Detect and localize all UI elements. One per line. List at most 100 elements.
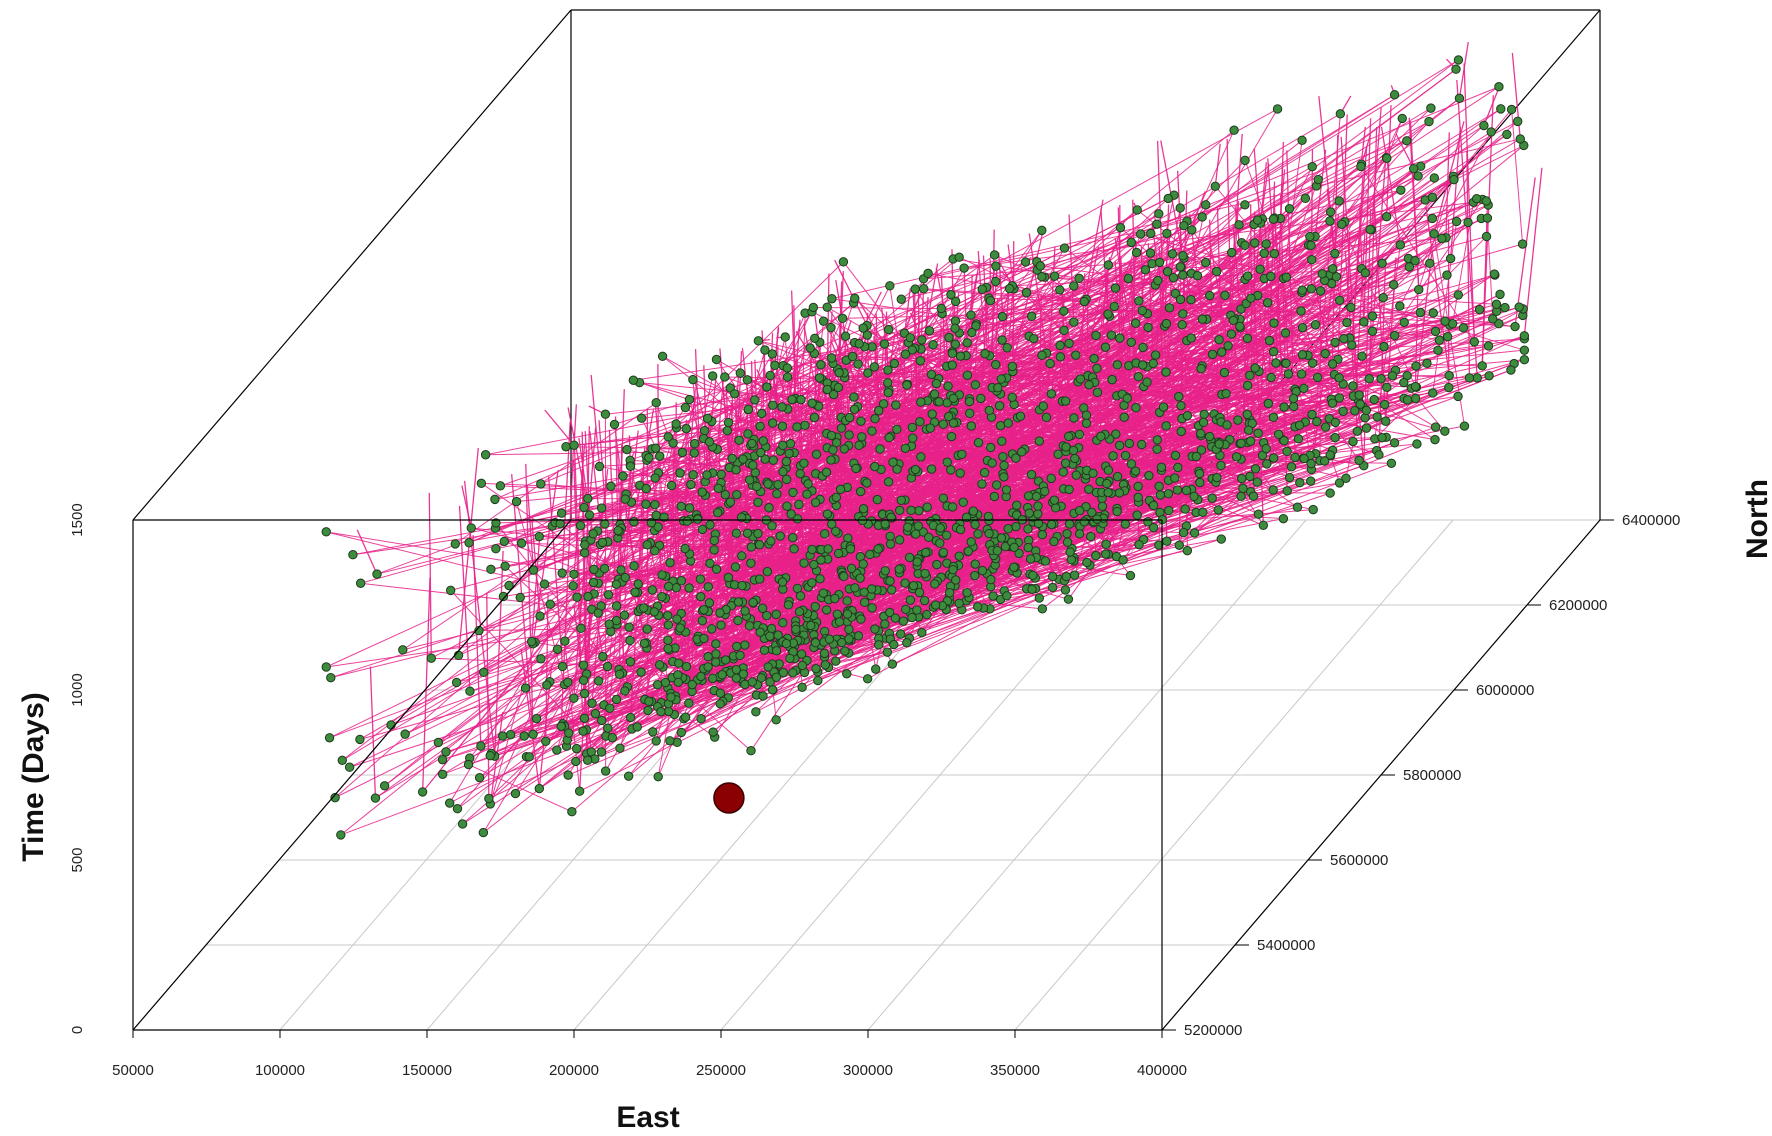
data-point xyxy=(568,581,578,591)
data-point xyxy=(1425,258,1435,269)
data-point xyxy=(1064,519,1075,529)
data-point xyxy=(950,296,961,307)
data-point xyxy=(579,688,590,699)
trajectory-segment xyxy=(629,466,663,597)
data-point xyxy=(810,497,821,508)
data-point xyxy=(1097,501,1108,512)
trajectory-segment xyxy=(915,288,1464,329)
data-point xyxy=(1130,466,1141,476)
data-point xyxy=(800,420,810,431)
trajectory-segment xyxy=(829,339,855,398)
trajectory-segment xyxy=(684,419,688,549)
data-point xyxy=(742,375,753,385)
data-point xyxy=(1182,545,1193,556)
data-point xyxy=(989,250,1000,260)
data-point xyxy=(1506,365,1516,375)
data-point xyxy=(1112,471,1123,482)
data-point xyxy=(324,733,335,743)
data-point xyxy=(826,455,836,465)
data-point xyxy=(1114,440,1125,451)
data-point xyxy=(988,591,998,601)
data-point xyxy=(904,552,915,563)
data-point xyxy=(1145,248,1156,258)
data-point xyxy=(656,706,666,717)
data-point xyxy=(580,540,590,550)
data-point xyxy=(676,727,687,738)
data-point xyxy=(850,293,860,304)
data-point xyxy=(1293,434,1304,444)
data-point xyxy=(1369,394,1379,405)
data-point xyxy=(1124,438,1135,449)
data-point xyxy=(686,479,696,490)
data-point xyxy=(854,440,864,451)
data-point xyxy=(1474,304,1485,315)
data-point xyxy=(1170,450,1181,461)
data-point xyxy=(1229,125,1239,135)
trajectory-segment xyxy=(909,312,923,341)
data-point xyxy=(677,447,688,458)
data-point xyxy=(668,438,678,448)
data-point xyxy=(844,430,854,440)
data-point xyxy=(1286,462,1297,472)
data-point xyxy=(1346,302,1356,313)
data-point xyxy=(606,481,616,491)
data-point xyxy=(1240,155,1250,166)
data-point xyxy=(1502,129,1512,140)
data-point xyxy=(1132,205,1142,215)
trajectory-segment xyxy=(760,351,766,492)
data-point xyxy=(1288,401,1299,412)
trajectory-segment xyxy=(977,250,986,354)
trajectory-segment xyxy=(1200,433,1279,435)
data-points xyxy=(321,55,1530,840)
data-point xyxy=(1312,416,1322,427)
data-point xyxy=(1397,113,1407,124)
data-point xyxy=(625,461,636,471)
data-point xyxy=(867,426,877,436)
trajectory-segment xyxy=(1095,224,1255,556)
data-point xyxy=(1283,369,1294,379)
data-point xyxy=(680,402,691,413)
data-point xyxy=(1292,502,1303,512)
data-point xyxy=(907,433,918,443)
data-point xyxy=(583,493,593,504)
data-point xyxy=(1410,256,1420,266)
data-point xyxy=(1279,402,1289,412)
trajectory-segment xyxy=(468,764,573,813)
data-point xyxy=(1379,399,1390,410)
data-point xyxy=(1264,335,1275,346)
data-point xyxy=(733,615,743,626)
data-point xyxy=(907,345,917,355)
data-point xyxy=(1196,428,1206,439)
data-point xyxy=(1463,217,1473,228)
data-point xyxy=(853,359,863,369)
data-point xyxy=(1376,374,1386,384)
data-point xyxy=(344,762,355,772)
trajectory-segment xyxy=(769,354,792,515)
data-point xyxy=(1339,333,1349,344)
data-point xyxy=(571,756,581,767)
data-point xyxy=(895,629,906,639)
data-point xyxy=(795,468,805,479)
data-point xyxy=(1143,322,1153,333)
data-point xyxy=(989,491,1000,502)
data-point xyxy=(457,819,468,829)
data-point xyxy=(1154,257,1165,268)
x-tick-label: 100000 xyxy=(255,1062,305,1079)
data-point xyxy=(1110,283,1121,293)
data-point xyxy=(855,573,865,583)
data-point xyxy=(1021,287,1032,298)
data-point xyxy=(1354,455,1364,466)
data-point xyxy=(602,661,613,672)
data-point xyxy=(777,577,788,587)
data-point xyxy=(1453,391,1463,402)
trajectory-segment xyxy=(952,274,978,399)
data-point xyxy=(620,572,631,583)
data-point xyxy=(337,755,347,765)
data-point xyxy=(593,608,603,618)
data-point xyxy=(1269,248,1280,259)
data-point xyxy=(673,677,683,687)
trajectory-segment xyxy=(1132,199,1137,408)
data-point xyxy=(541,736,551,747)
data-point xyxy=(738,669,749,679)
data-point xyxy=(1307,162,1317,172)
